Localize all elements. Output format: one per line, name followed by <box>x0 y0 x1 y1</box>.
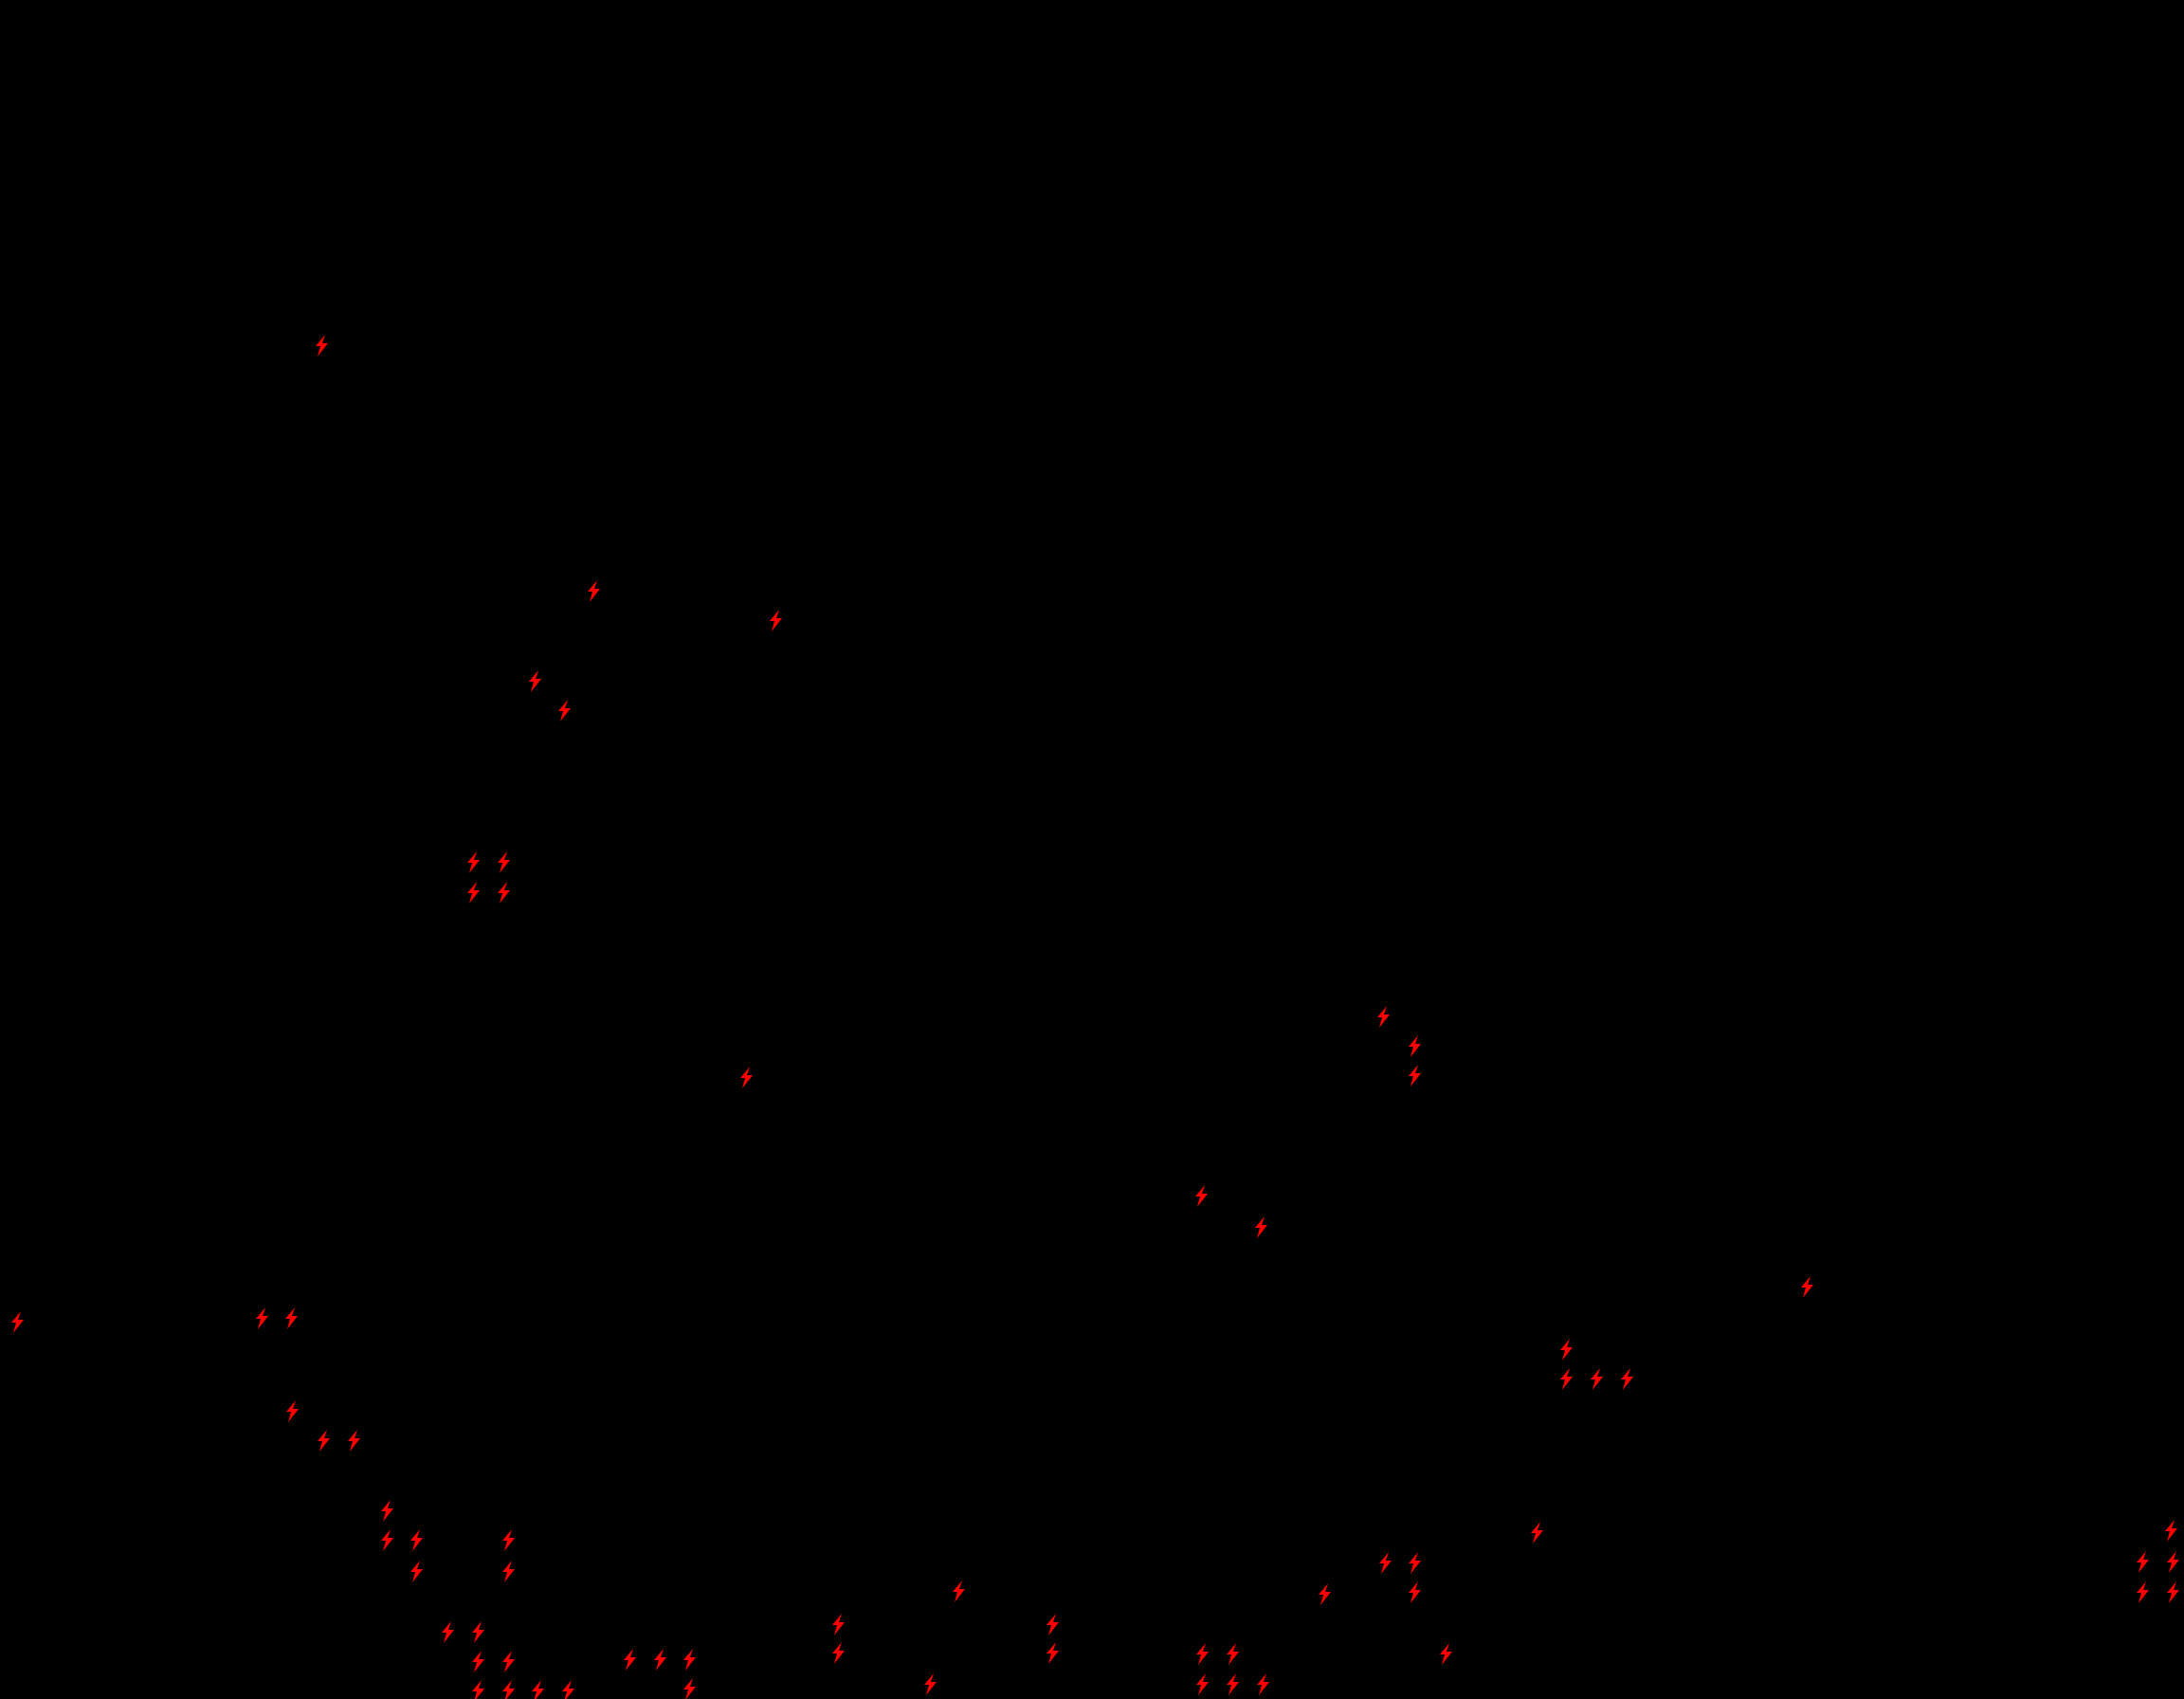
lightning-bolt-icon <box>1194 1643 1210 1665</box>
lightning-bolt-icon <box>652 1649 667 1671</box>
lightning-bolt-icon <box>409 1529 424 1551</box>
lightning-bolt-icon <box>1589 1368 1604 1390</box>
lightning-bolt-icon <box>2165 1551 2180 1573</box>
lightning-bolt-icon <box>586 580 601 602</box>
lightning-bolt-icon <box>951 1580 966 1602</box>
lightning-bolt-icon <box>1253 1216 1268 1238</box>
lightning-bolt-icon <box>1407 1552 1422 1574</box>
lightning-bolt-icon <box>768 610 783 631</box>
lightning-bolt-icon <box>556 700 572 722</box>
lightning-bolt-icon <box>682 1678 697 1699</box>
lightning-bolt-icon <box>1407 1581 1422 1603</box>
lightning-bolt-icon <box>2135 1551 2150 1573</box>
lightning-bolt-icon <box>470 1680 485 1699</box>
lightning-bolt-icon <box>530 1680 545 1699</box>
lightning-bolt-icon <box>470 1621 485 1643</box>
lightning-bolt-icon <box>1317 1583 1332 1605</box>
lightning-bolt-icon <box>1529 1522 1544 1544</box>
lightning-bolt-icon <box>409 1561 424 1582</box>
lightning-bolt-icon <box>346 1430 361 1452</box>
lightning-bolt-icon <box>465 851 481 873</box>
lightning-bolt-icon <box>500 1561 516 1582</box>
lightning-bolt-icon <box>440 1621 455 1643</box>
lightning-bolt-icon <box>1438 1643 1453 1665</box>
lightning-bolt-icon <box>465 882 481 904</box>
lightning-bolt-icon <box>1799 1276 1814 1298</box>
lightning-bolt-icon <box>1045 1642 1060 1664</box>
lightning-bolt-icon <box>1225 1643 1240 1665</box>
lightning-bolt-icon <box>1558 1368 1574 1390</box>
lightning-bolt-icon <box>500 1651 516 1672</box>
lightning-bolt-icon <box>2165 1581 2180 1603</box>
lightning-bolt-icon <box>2163 1520 2178 1542</box>
lightning-bolt-icon <box>283 1307 299 1329</box>
lightning-bolt-icon <box>830 1642 846 1664</box>
lightning-bolt-icon <box>1619 1368 1634 1390</box>
lightning-bolt-icon <box>9 1311 25 1333</box>
lightning-bolt-icon <box>496 851 511 873</box>
lightning-bolt-icon <box>284 1400 300 1422</box>
lightning-bolt-icon <box>379 1529 394 1551</box>
lightning-bolt-icon <box>1194 1673 1210 1695</box>
lightning-bolt-icon <box>500 1680 516 1699</box>
lightning-bolt-icon <box>830 1614 846 1635</box>
lightning-bolt-icon <box>314 335 329 356</box>
lightning-bolt-icon <box>470 1651 485 1672</box>
lightning-bolt-icon <box>560 1680 575 1699</box>
lightning-bolt-icon <box>254 1307 269 1329</box>
lightning-bolt-icon <box>496 882 511 904</box>
lightning-bolt-icon <box>1193 1185 1209 1207</box>
lightning-bolt-icon <box>379 1500 394 1522</box>
lightning-bolt-icon <box>1225 1673 1240 1695</box>
lightning-bolt-icon <box>738 1067 754 1088</box>
lightning-bolt-icon <box>316 1430 331 1452</box>
lightning-bolt-icon <box>682 1649 697 1671</box>
lightning-bolt-icon <box>1558 1339 1574 1361</box>
lightning-bolt-icon <box>1045 1614 1060 1635</box>
lightning-bolt-icon <box>1255 1673 1270 1695</box>
lightning-bolt-icon <box>527 670 542 692</box>
lightning-bolt-icon <box>1377 1552 1392 1574</box>
lightning-bolt-icon <box>922 1673 937 1695</box>
lightning-bolt-icon <box>1407 1035 1422 1057</box>
lightning-bolt-icon <box>500 1529 516 1551</box>
lightning-bolt-icon <box>1375 1006 1391 1028</box>
lightning-bolt-icon <box>622 1649 637 1671</box>
lightning-bolt-icon <box>2135 1581 2150 1603</box>
lightning-bolt-icon <box>1407 1065 1422 1087</box>
